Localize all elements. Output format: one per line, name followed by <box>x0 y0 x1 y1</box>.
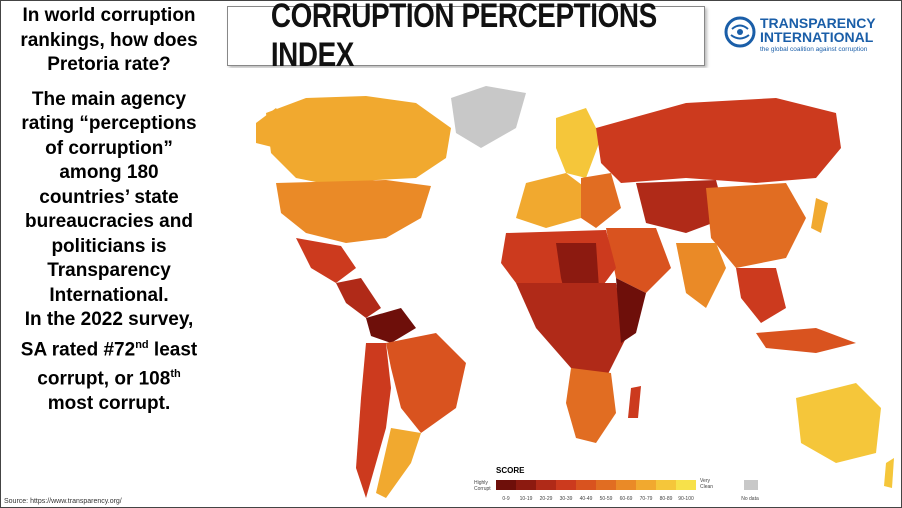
east-africa-region <box>616 278 646 343</box>
greenland-region <box>451 86 526 148</box>
body-line: bureaucracies and <box>25 211 193 232</box>
indonesia-region <box>756 328 856 353</box>
score-legend: SCORE Highly Corrupt Very Clean 0-9 10-19 … <box>470 466 770 506</box>
survey-line: corrupt, or 108th <box>37 368 181 390</box>
usa-region <box>276 180 431 243</box>
body-line: International. <box>49 284 169 306</box>
logo-tagline: the global coalition against corruption <box>760 46 868 53</box>
legend-ticks: 0-9 10-19 20-29 30-39 40-49 50-59 60-69 … <box>496 496 762 502</box>
southern-africa-region <box>566 368 616 443</box>
body-text: The main agency rating “perceptions of c… <box>4 88 214 417</box>
middle-east-region <box>606 228 671 293</box>
logo-name: TRANSPARENCY INTERNATIONAL <box>760 15 876 45</box>
australia-region <box>796 383 881 463</box>
body-line: politicians is <box>51 235 167 257</box>
body-line: of corruption” <box>45 137 173 159</box>
legend-swatch <box>496 480 516 490</box>
body-line: countries’ state <box>39 186 179 208</box>
page-title: CORRUPTION PERCEPTIONS INDEX <box>270 0 657 74</box>
legend-swatch <box>656 480 676 490</box>
russia-region <box>596 98 841 183</box>
legend-no-data-swatch <box>744 480 758 490</box>
legend-tick: 10-19 <box>519 496 533 502</box>
legend-swatch <box>576 480 596 490</box>
legend-swatch <box>536 480 556 490</box>
survey-line: SA rated #72nd least <box>20 338 198 360</box>
world-map <box>216 68 898 504</box>
survey-line: In the 2022 survey, <box>24 309 194 330</box>
southeast-asia-region <box>736 268 786 323</box>
central-asia-region <box>636 180 726 233</box>
madagascar-region <box>628 386 641 418</box>
body-line: Transparency <box>47 260 171 281</box>
left-text-panel: In world corruption rankings, how does P… <box>4 4 214 417</box>
legend-tick: 80-89 <box>659 496 673 502</box>
scandinavia-region <box>556 108 601 178</box>
question-text: In world corruption rankings, how does P… <box>20 5 198 75</box>
central-america-region <box>336 278 381 318</box>
legend-tick: 0-9 <box>502 496 510 502</box>
andes-region <box>356 343 391 498</box>
mexico-region <box>296 238 356 283</box>
globe-icon <box>724 16 756 48</box>
legend-tick: 30-39 <box>559 496 573 502</box>
central-africa-region <box>516 283 626 378</box>
transparency-logo: TRANSPARENCY INTERNATIONAL the global co… <box>724 14 894 58</box>
legend-swatch <box>636 480 656 490</box>
legend-no-data-label: No data <box>741 496 759 502</box>
legend-title: SCORE <box>496 466 525 475</box>
japan-region <box>811 198 828 233</box>
canada-region <box>266 96 451 186</box>
venezuela-region <box>366 308 416 343</box>
alaska-region <box>256 108 291 148</box>
china-region <box>706 183 806 268</box>
body-line: The main agency <box>31 88 187 110</box>
legend-swatch <box>596 480 616 490</box>
survey-line: most corrupt. <box>47 393 171 415</box>
legend-swatch <box>556 480 576 490</box>
legend-tick: 60-69 <box>619 496 633 502</box>
title-banner: CORRUPTION PERCEPTIONS INDEX <box>227 0 705 74</box>
legend-tick: 90-100 <box>678 496 694 502</box>
eastern-europe-region <box>581 173 621 228</box>
body-line: rating “perceptions <box>21 113 197 134</box>
india-region <box>676 243 726 308</box>
legend-swatch <box>516 480 536 490</box>
legend-high-label: Very Clean <box>700 478 714 490</box>
body-line: among 180 <box>59 162 159 183</box>
brazil-region <box>386 333 466 433</box>
legend-low-label: Highly Corrupt <box>474 480 491 492</box>
legend-swatch <box>676 480 696 490</box>
legend-tick: 40-49 <box>579 496 593 502</box>
legend-swatch <box>616 480 636 490</box>
chile-uruguay-region <box>376 428 421 498</box>
legend-tick: 70-79 <box>639 496 653 502</box>
new-zealand-region <box>884 458 894 488</box>
legend-tick: 50-59 <box>599 496 613 502</box>
source-citation: Source: https://www.transparency.org/ <box>4 498 122 505</box>
legend-color-bar <box>496 480 696 490</box>
legend-tick: 20-29 <box>539 496 553 502</box>
western-europe-region <box>516 173 586 228</box>
